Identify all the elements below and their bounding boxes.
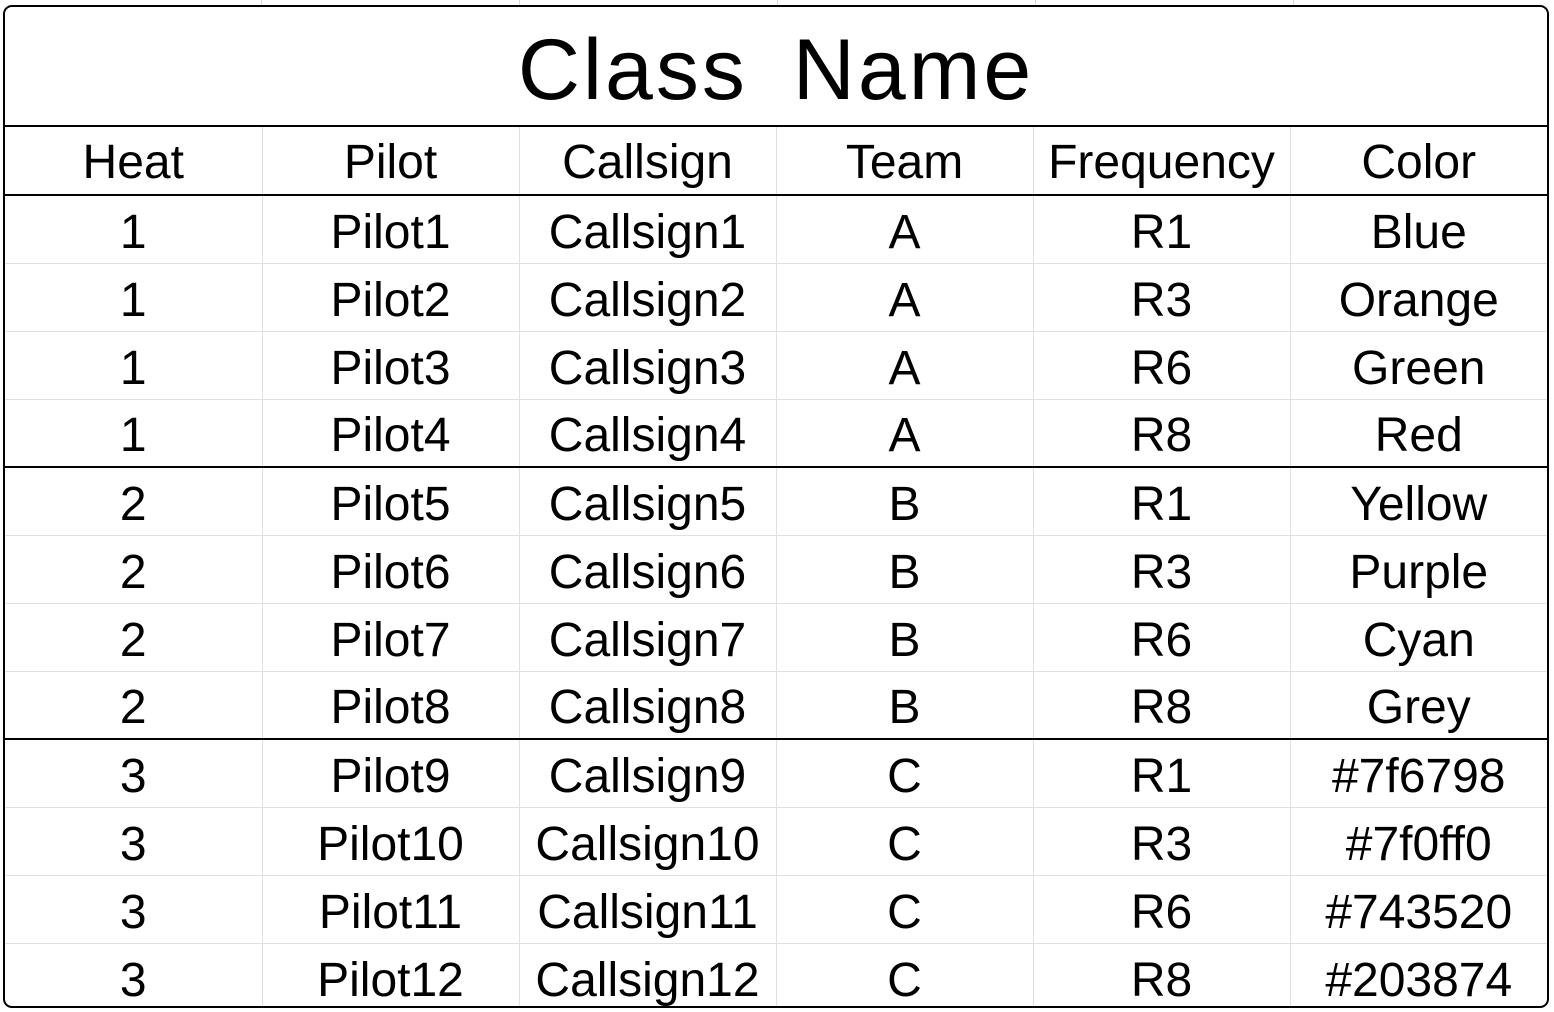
frequency-cell[interactable]: R6 — [1032, 331, 1290, 400]
pilot-cell[interactable]: Pilot4 — [261, 399, 519, 468]
table-row: 3 Pilot9 Callsign9 C R1 #7f6798 — [5, 739, 1547, 808]
header-heat[interactable]: Heat — [5, 127, 262, 196]
callsign-cell[interactable]: Callsign3 — [518, 331, 776, 400]
color-cell[interactable]: Red — [1289, 399, 1547, 468]
color-cell[interactable]: Yellow — [1289, 467, 1547, 536]
table-row: 1 Pilot1 Callsign1 A R1 Blue — [5, 195, 1547, 264]
class-name-title: Class Name — [517, 22, 1035, 118]
callsign-cell[interactable]: Callsign11 — [518, 875, 776, 944]
color-cell[interactable]: Purple — [1289, 535, 1547, 604]
pilot-cell[interactable]: Pilot9 — [261, 739, 519, 808]
header-frequency[interactable]: Frequency — [1032, 127, 1290, 196]
callsign-cell[interactable]: Callsign8 — [518, 671, 776, 740]
header-callsign[interactable]: Callsign — [518, 127, 776, 196]
heat-cell[interactable]: 1 — [5, 263, 262, 332]
callsign-cell[interactable]: Callsign12 — [518, 943, 776, 1006]
team-cell[interactable]: B — [775, 467, 1033, 536]
pilot-cell[interactable]: Pilot5 — [261, 467, 519, 536]
color-cell[interactable]: #743520 — [1289, 875, 1547, 944]
header-team[interactable]: Team — [775, 127, 1033, 196]
color-cell[interactable]: Cyan — [1289, 603, 1547, 672]
frequency-cell[interactable]: R1 — [1032, 195, 1290, 264]
heat-cell[interactable]: 1 — [5, 331, 262, 400]
callsign-cell[interactable]: Callsign9 — [518, 739, 776, 808]
table-row: 3 Pilot10 Callsign10 C R3 #7f0ff0 — [5, 807, 1547, 876]
color-cell[interactable]: #7f0ff0 — [1289, 807, 1547, 876]
table-row: 1 Pilot4 Callsign4 A R8 Red — [5, 399, 1547, 468]
heat-cell[interactable]: 2 — [5, 467, 262, 536]
color-cell[interactable]: Blue — [1289, 195, 1547, 264]
table-row: 2 Pilot6 Callsign6 B R3 Purple — [5, 535, 1547, 604]
callsign-cell[interactable]: Callsign7 — [518, 603, 776, 672]
frequency-cell[interactable]: R6 — [1032, 875, 1290, 944]
pilot-cell[interactable]: Pilot8 — [261, 671, 519, 740]
pilot-cell[interactable]: Pilot6 — [261, 535, 519, 604]
pilot-cell[interactable]: Pilot3 — [261, 331, 519, 400]
pilot-cell[interactable]: Pilot11 — [261, 875, 519, 944]
frequency-cell[interactable]: R3 — [1032, 807, 1290, 876]
callsign-cell[interactable]: Callsign6 — [518, 535, 776, 604]
heat-cell[interactable]: 3 — [119, 953, 147, 1007]
color-cell[interactable]: #203874 — [1289, 943, 1547, 1006]
team-cell[interactable]: B — [775, 535, 1033, 604]
table-row: 2 Pilot5 Callsign5 B R1 Yellow — [5, 467, 1547, 536]
heat-cell[interactable]: 2 — [5, 603, 262, 672]
team-cell[interactable]: C — [775, 875, 1033, 944]
table-row: 1 Pilot3 Callsign3 A R6 Green — [5, 331, 1547, 400]
table-row: 2 Pilot8 Callsign8 B R8 Grey — [5, 671, 1547, 740]
callsign-cell[interactable]: Callsign4 — [518, 399, 776, 468]
color-cell[interactable]: Grey — [1289, 671, 1547, 740]
table-row: 3 Pilot11 Callsign11 C R6 #743520 — [5, 875, 1547, 944]
pilot-cell[interactable]: Pilot2 — [261, 263, 519, 332]
pilot-cell[interactable]: Pilot1 — [261, 195, 519, 264]
title-cell[interactable]: Class Name — [5, 7, 1547, 127]
pilot-cell[interactable]: Pilot7 — [261, 603, 519, 672]
column-gridlines-strip — [0, 0, 1554, 6]
team-cell[interactable]: A — [775, 195, 1033, 264]
pilot-cell[interactable]: Pilot10 — [261, 807, 519, 876]
heat-cell[interactable]: 3 — [5, 807, 262, 876]
table-row: 2 Pilot7 Callsign7 B R6 Cyan — [5, 603, 1547, 672]
pilot-heat-table: Heat Pilot Callsign Team Frequency Color… — [5, 127, 1547, 1007]
color-cell[interactable]: #7f6798 — [1289, 739, 1547, 808]
pilot-cell[interactable]: Pilot12 — [261, 943, 519, 1006]
frequency-cell[interactable]: R6 — [1032, 603, 1290, 672]
frequency-cell[interactable]: R8 — [1032, 399, 1290, 468]
team-cell[interactable]: B — [775, 603, 1033, 672]
team-cell[interactable]: A — [775, 263, 1033, 332]
callsign-cell[interactable]: Callsign5 — [518, 467, 776, 536]
heat-cell[interactable]: 2 — [5, 535, 262, 604]
team-cell[interactable]: C — [775, 739, 1033, 808]
callsign-cell[interactable]: Callsign2 — [518, 263, 776, 332]
frequency-cell[interactable]: R8 — [1032, 943, 1290, 1006]
table-row: 3 Pilot12 Callsign12 C R8 #203874 — [5, 943, 1547, 1007]
heat-table-frame: Class Name Heat Pilot Callsign Team Freq… — [3, 5, 1549, 1008]
header-color[interactable]: Color — [1289, 127, 1547, 196]
frequency-cell[interactable]: R3 — [1032, 263, 1290, 332]
callsign-cell[interactable]: Callsign1 — [518, 195, 776, 264]
frequency-cell[interactable]: R3 — [1032, 535, 1290, 604]
team-cell[interactable]: A — [775, 331, 1033, 400]
team-cell[interactable]: C — [775, 807, 1033, 876]
callsign-cell[interactable]: Callsign10 — [518, 807, 776, 876]
heat-cell[interactable]: 2 — [5, 671, 262, 740]
heat-cell[interactable]: 3 — [5, 875, 262, 944]
header-pilot[interactable]: Pilot — [261, 127, 519, 196]
color-cell[interactable]: Orange — [1289, 263, 1547, 332]
frequency-cell[interactable]: R8 — [1032, 671, 1290, 740]
heat-cell[interactable]: 1 — [5, 195, 262, 264]
team-cell[interactable]: C — [775, 943, 1033, 1006]
team-cell[interactable]: A — [775, 399, 1033, 468]
header-row: Heat Pilot Callsign Team Frequency Color — [5, 127, 1547, 196]
team-cell[interactable]: B — [775, 671, 1033, 740]
frequency-cell[interactable]: R1 — [1032, 739, 1290, 808]
color-cell[interactable]: Green — [1289, 331, 1547, 400]
heat-cell[interactable]: 1 — [5, 399, 262, 468]
table-row: 1 Pilot2 Callsign2 A R3 Orange — [5, 263, 1547, 332]
frequency-cell[interactable]: R1 — [1032, 467, 1290, 536]
heat-cell[interactable]: 3 — [5, 739, 262, 808]
